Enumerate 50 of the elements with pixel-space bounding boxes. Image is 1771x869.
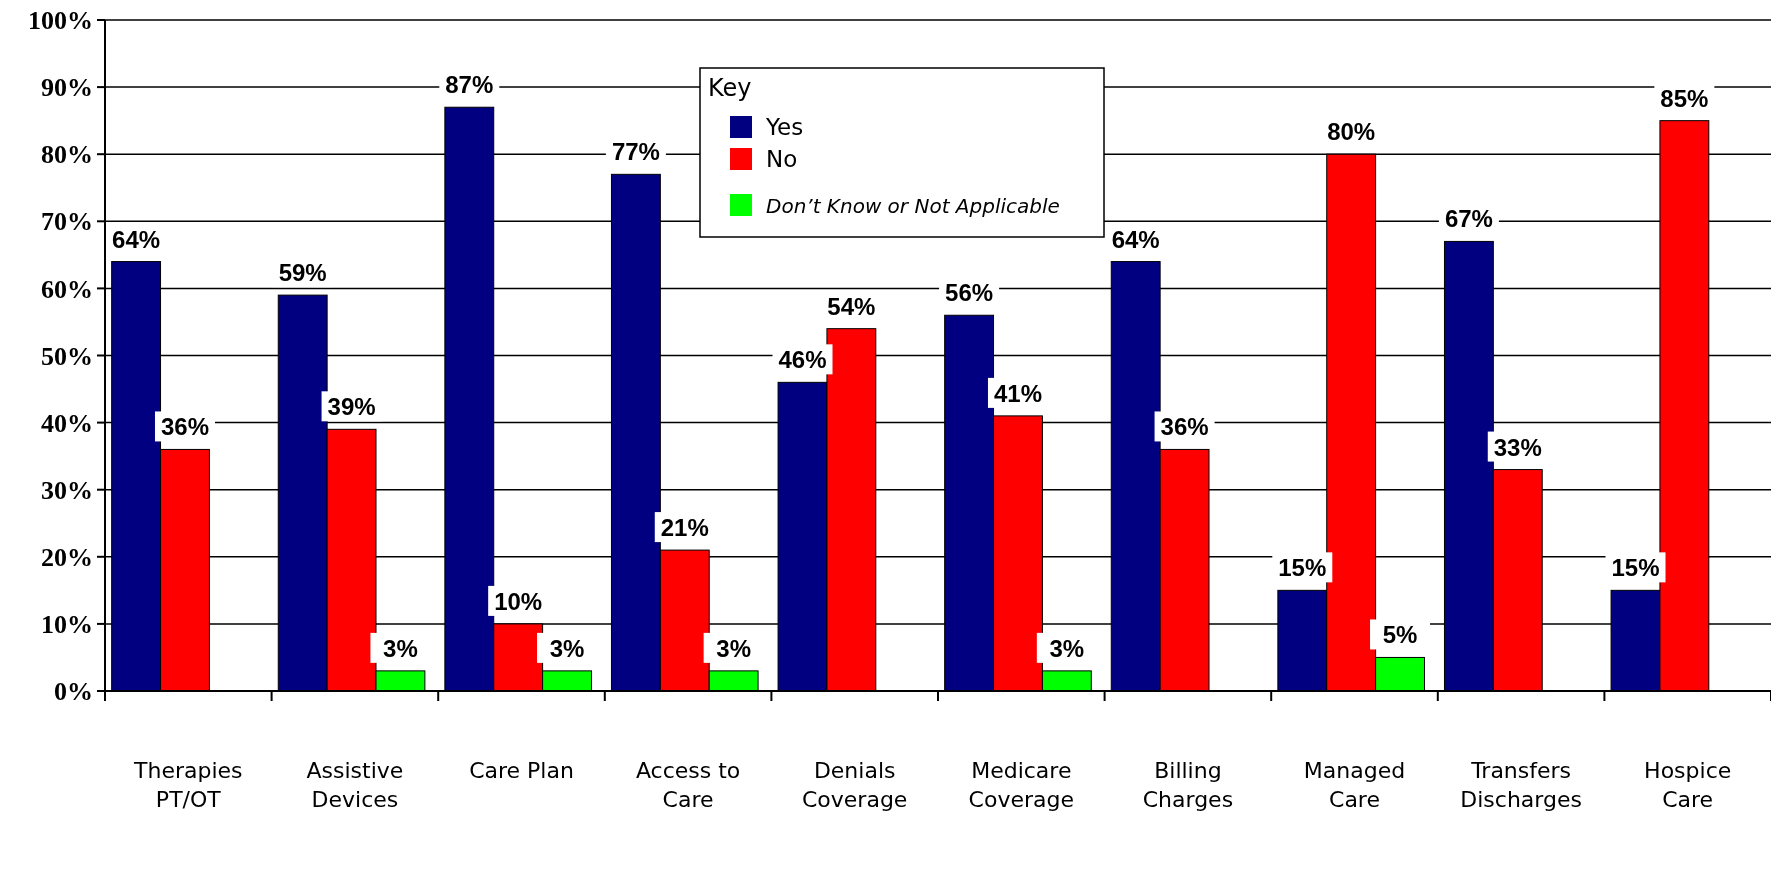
x-tick-label: Managed Care	[1303, 758, 1406, 812]
y-tick-label: 50%	[41, 341, 93, 371]
x-tick-label: Hospice Care	[1644, 758, 1732, 812]
y-tick-label: 20%	[41, 542, 93, 572]
x-tick-label: Denials Coverage	[802, 758, 908, 812]
data-label: 5%	[1382, 621, 1418, 649]
y-tick-label: 80%	[41, 140, 93, 170]
data-label: 85%	[1660, 84, 1709, 112]
data-label: 64%	[112, 225, 161, 253]
data-label: 36%	[1160, 413, 1209, 441]
data-label: 33%	[1493, 433, 1542, 461]
y-tick-label: 100%	[28, 6, 93, 36]
data-label: 3%	[549, 634, 585, 662]
y-tick-label: 60%	[41, 274, 93, 304]
legend-label: Don’t Know or Not Applicable	[766, 194, 1060, 218]
data-label: 87%	[445, 71, 494, 99]
x-tick-label: Assistive Devices	[306, 758, 404, 812]
y-tick-label: 10%	[41, 610, 93, 639]
x-tick-label: Billing Charges	[1142, 758, 1234, 812]
data-label: 59%	[278, 259, 327, 287]
y-tick-label: 70%	[41, 207, 93, 237]
data-label: 46%	[778, 346, 827, 374]
data-label: 64%	[1111, 225, 1160, 253]
y-tick-label: 30%	[41, 475, 93, 505]
x-tick-label: Medicare Coverage	[968, 758, 1074, 812]
data-label: 54%	[827, 292, 876, 320]
x-tick-label: Access to Care	[635, 758, 741, 812]
data-label: 56%	[945, 279, 994, 307]
legend-label: Yes	[765, 114, 804, 140]
data-label: 3%	[383, 634, 418, 662]
data-label: 10%	[494, 587, 543, 615]
data-label: 15%	[1278, 554, 1327, 582]
data-label: 36%	[160, 413, 209, 441]
data-label: 15%	[1611, 554, 1660, 582]
legend-label: No	[766, 146, 798, 172]
x-tick-label: Care Plan	[469, 758, 574, 783]
data-label: 3%	[1049, 634, 1085, 662]
y-tick-label: 40%	[41, 408, 93, 438]
data-label: 77%	[611, 138, 660, 166]
y-tick-label: 90%	[41, 73, 93, 103]
data-label: 67%	[1444, 205, 1493, 233]
data-label: 80%	[1327, 118, 1376, 146]
data-label: 21%	[660, 514, 709, 542]
legend-title: Key	[708, 74, 752, 102]
x-tick-label: Therapies PT/OT	[133, 758, 243, 812]
data-label: 41%	[993, 379, 1042, 407]
data-label: 39%	[327, 393, 376, 421]
y-tick-label: 0%	[54, 677, 93, 707]
x-tick-label: Transfers Discharges	[1460, 758, 1582, 812]
data-label: 3%	[716, 634, 751, 662]
